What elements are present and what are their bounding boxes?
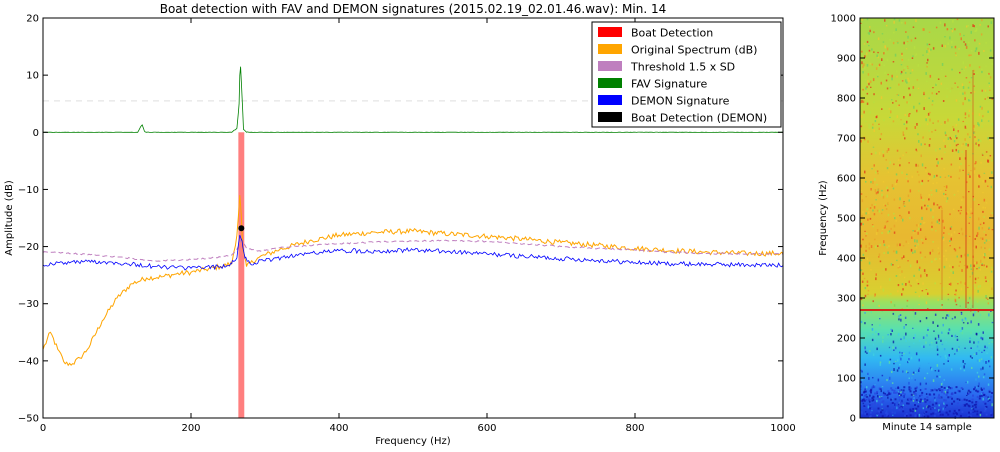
y-tick-label: 10 — [26, 71, 39, 82]
legend-swatch — [598, 112, 622, 122]
fav-signature-line — [43, 66, 783, 133]
legend-swatch — [598, 27, 622, 37]
y-tick-label: 20 — [26, 14, 39, 25]
plot-frame — [42, 17, 784, 419]
x-tick-label: 400 — [329, 423, 348, 434]
spec-tick-label: 500 — [837, 214, 856, 225]
spec-tick-label: 700 — [837, 134, 856, 145]
spec-tick-label: 0 — [850, 414, 856, 425]
spec-tick-label: 800 — [837, 94, 856, 105]
y-tick-label: −40 — [18, 356, 39, 367]
y-axis-label: Amplitude (dB) — [4, 180, 15, 256]
threshold-line — [43, 238, 783, 262]
x-axis-ticks: 0 200 400 600 800 1000 — [40, 18, 796, 434]
legend-label: Threshold 1.5 x SD — [630, 61, 735, 74]
y-tick-label: −50 — [18, 414, 39, 425]
y-tick-label: −20 — [18, 242, 39, 253]
demon-signature-line — [43, 234, 783, 271]
x-tick-label: 1000 — [770, 423, 795, 434]
legend-label: DEMON Signature — [631, 95, 730, 108]
x-tick-label: 600 — [477, 423, 496, 434]
spectrogram-image — [860, 18, 994, 419]
legend-label: Boat Detection (DEMON) — [631, 112, 767, 125]
legend-label: Original Spectrum (dB) — [631, 44, 757, 57]
spectrogram-y-label: Frequency (Hz) — [818, 180, 829, 256]
legend-swatch — [598, 61, 622, 71]
y-tick-label: −30 — [18, 299, 39, 310]
boat-detection-band — [238, 132, 245, 418]
spec-tick-label: 300 — [837, 294, 856, 305]
x-tick-label: 0 — [40, 423, 46, 434]
spec-tick-label: 400 — [837, 254, 856, 265]
y-tick-label: 0 — [33, 128, 39, 139]
legend-label: FAV Signature — [631, 78, 707, 91]
legend-swatch — [598, 44, 622, 54]
spec-tick-label: 100 — [837, 374, 856, 385]
spec-tick-label: 200 — [837, 334, 856, 345]
spectrogram-y-ticks: 0 100 200 300 400 500 600 700 800 900 1000 — [831, 14, 994, 425]
legend-box — [591, 21, 782, 128]
spectrogram-chart: 0 100 200 300 400 500 600 700 800 900 1000 Minute … — [818, 14, 995, 433]
legend: Boat Detection Original Spectrum (dB) Thre… — [591, 21, 782, 128]
x-tick-label: 800 — [625, 423, 644, 434]
demon-detection-point — [238, 225, 245, 232]
spectrogram-x-label: Minute 14 sample — [882, 422, 972, 433]
chart-title: Boat detection with FAV and DEMON signat… — [160, 2, 667, 16]
spec-tick-label: 900 — [837, 54, 856, 65]
x-axis-label: Frequency (Hz) — [375, 436, 451, 447]
legend-label: Boat Detection — [631, 27, 713, 40]
main-chart: Boat detection with FAV and DEMON signat… — [4, 2, 796, 447]
y-axis-ticks: 20 10 0 −10 −20 −30 −40 −50 — [18, 14, 783, 425]
spec-tick-label: 600 — [837, 174, 856, 185]
spec-tick-label: 1000 — [831, 14, 856, 25]
x-tick-label: 200 — [181, 423, 200, 434]
legend-swatch — [598, 78, 622, 88]
legend-swatch — [598, 95, 622, 105]
y-tick-label: −10 — [18, 185, 39, 196]
